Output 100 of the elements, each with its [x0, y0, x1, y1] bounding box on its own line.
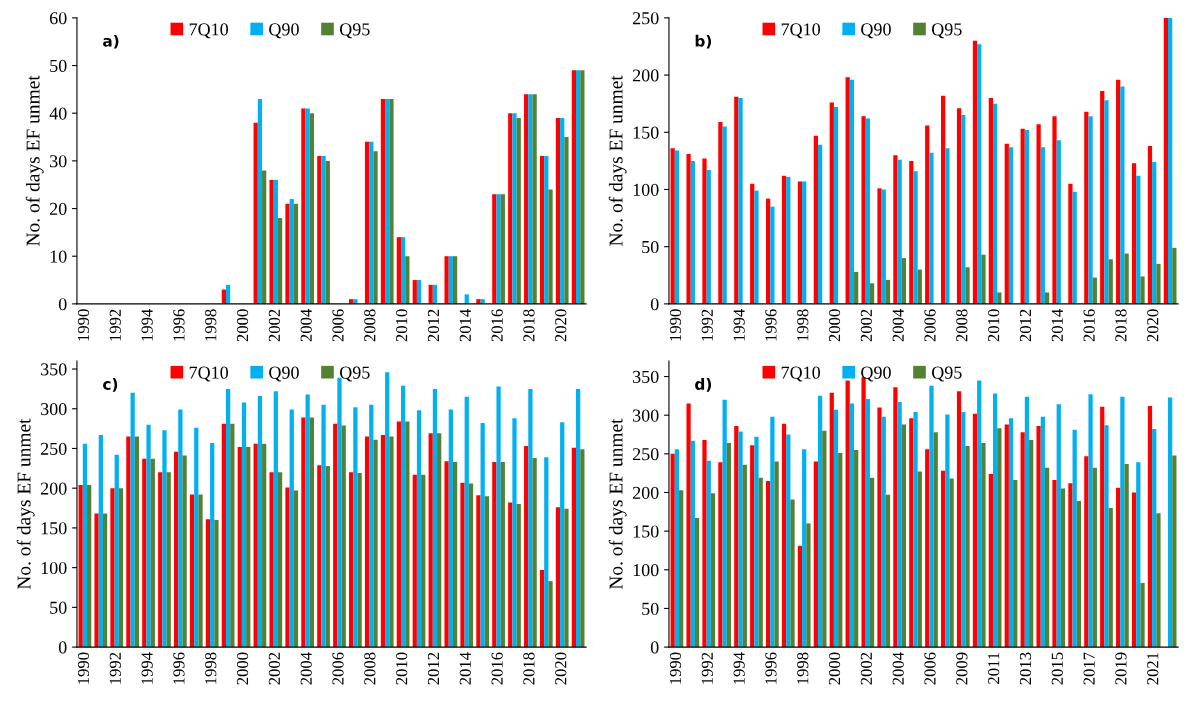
- bar: [845, 380, 850, 648]
- bar: [901, 258, 907, 304]
- bar: [1147, 405, 1153, 648]
- bar: [380, 434, 386, 648]
- bar: [718, 121, 723, 304]
- bar: [997, 428, 1002, 648]
- bar: [230, 423, 235, 648]
- y-tick-label: 20: [49, 202, 67, 215]
- bar: [802, 449, 807, 648]
- x-tick-label: 1992: [701, 652, 713, 684]
- bar: [126, 436, 131, 648]
- x-tick-label: 2002: [268, 309, 281, 342]
- x-tick-label: 1996: [765, 309, 777, 341]
- bar: [992, 393, 998, 648]
- bar: [1076, 500, 1082, 648]
- bar: [357, 473, 362, 648]
- bar: [670, 453, 675, 648]
- bar: [448, 256, 453, 304]
- bar: [500, 461, 505, 648]
- y-tick-label: 100: [633, 564, 659, 577]
- bar: [670, 148, 675, 304]
- bar: [738, 431, 743, 648]
- bar: [150, 458, 155, 648]
- bar: [909, 418, 914, 648]
- bar: [134, 436, 140, 648]
- bar: [885, 494, 891, 648]
- x-tick-label: 2006: [924, 309, 936, 342]
- bar: [710, 493, 716, 648]
- bar: [146, 424, 151, 648]
- bar: [189, 494, 195, 648]
- bar: [548, 189, 553, 304]
- x-tick-label: 1990: [669, 652, 682, 684]
- bar: [512, 113, 517, 304]
- bar: [162, 430, 167, 648]
- legend-label: Q90: [269, 23, 299, 39]
- legend-label: Q95: [931, 23, 962, 39]
- x-tick-label: 1994: [733, 652, 745, 684]
- bar: [686, 403, 691, 648]
- bar: [877, 407, 882, 648]
- x-tick-label: 1996: [173, 309, 185, 341]
- bar: [997, 292, 1002, 304]
- x-tick-label: 2020: [555, 652, 567, 685]
- bar: [833, 107, 839, 304]
- bar: [917, 471, 922, 648]
- bar: [1084, 456, 1089, 648]
- x-tick-label: 2010: [988, 309, 1000, 342]
- x-tick-label: 2020: [555, 309, 567, 342]
- bar: [913, 171, 918, 304]
- bar: [933, 432, 938, 648]
- annotation: b): [695, 34, 712, 49]
- bar: [1140, 582, 1145, 648]
- bar: [869, 477, 875, 648]
- x-tick-label: 2000: [236, 652, 249, 685]
- x-tick-label: 2012: [427, 309, 440, 342]
- y-tick-label: 50: [50, 59, 67, 72]
- bar: [309, 417, 315, 648]
- bar: [508, 502, 513, 648]
- bar: [560, 422, 565, 648]
- bar: [1092, 467, 1097, 648]
- bar: [432, 388, 438, 648]
- bar: [949, 478, 954, 648]
- bar: [301, 417, 306, 648]
- bar: [1044, 292, 1050, 304]
- bar: [1024, 396, 1030, 648]
- y-tick-label: 200: [40, 482, 67, 495]
- bar: [484, 496, 490, 648]
- bar: [341, 425, 346, 648]
- y-tick-label: 250: [40, 442, 67, 455]
- bar: [158, 472, 163, 648]
- bar: [444, 256, 449, 304]
- bar: [528, 94, 533, 304]
- bar: [524, 94, 529, 304]
- bar: [694, 517, 700, 648]
- bar: [1116, 487, 1121, 648]
- bar: [225, 388, 231, 648]
- bar: [754, 190, 759, 304]
- bar: [690, 160, 695, 304]
- bar: [1116, 79, 1121, 304]
- legend-label: Q95: [339, 366, 370, 382]
- bar: [1024, 129, 1030, 304]
- bar: [929, 385, 934, 648]
- bar: [317, 156, 322, 304]
- legend-label: Q90: [861, 23, 891, 39]
- bar: [421, 474, 426, 648]
- x-tick-label: 2019: [1115, 652, 1127, 685]
- x-tick-label: 1998: [205, 652, 217, 684]
- bar: [881, 416, 886, 648]
- bar: [972, 40, 978, 304]
- annotation: c): [103, 378, 118, 392]
- bar: [706, 460, 711, 648]
- x-tick-label: 2014: [1051, 309, 1063, 342]
- bar: [405, 421, 410, 648]
- bar: [309, 113, 315, 304]
- bar: [1108, 259, 1113, 304]
- bar: [78, 485, 83, 648]
- x-tick-label: 2006: [332, 652, 344, 685]
- bar: [945, 148, 950, 304]
- bar: [516, 504, 521, 648]
- bar: [897, 402, 902, 648]
- bar: [389, 98, 394, 304]
